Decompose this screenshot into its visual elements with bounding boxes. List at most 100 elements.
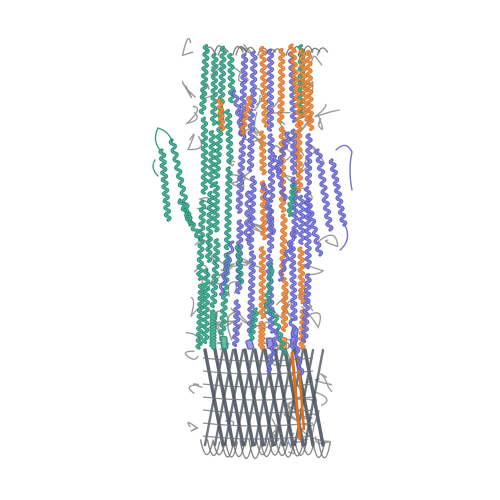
helix xyxy=(158,148,172,222)
beta-strand xyxy=(223,348,245,447)
helix xyxy=(259,45,269,128)
helix-highlight xyxy=(289,319,304,375)
helix-highlight xyxy=(247,251,255,333)
coil xyxy=(188,383,203,394)
helix-highlight xyxy=(289,44,303,126)
helix-highlight xyxy=(226,110,233,164)
helix-highlight xyxy=(214,106,224,178)
coil xyxy=(184,105,199,125)
helix-highlight xyxy=(279,231,294,281)
helix xyxy=(205,190,215,263)
helix xyxy=(200,116,209,195)
coil xyxy=(304,410,320,438)
coil xyxy=(335,144,353,191)
helix xyxy=(248,307,259,341)
helix-highlight xyxy=(178,199,202,241)
helix-highlight xyxy=(279,127,286,212)
coil xyxy=(314,378,333,393)
beta-strand xyxy=(253,348,275,447)
coil xyxy=(317,439,331,459)
helix-highlight xyxy=(276,132,290,173)
helix xyxy=(288,318,305,376)
helix-highlight xyxy=(235,245,243,284)
beta-strand xyxy=(290,351,302,441)
helix-highlight xyxy=(260,47,268,127)
helix-highlight xyxy=(262,184,275,234)
helix xyxy=(286,182,297,218)
helix xyxy=(297,194,306,245)
helix-highlight xyxy=(291,129,297,174)
helix-highlight xyxy=(210,310,216,349)
helix xyxy=(275,131,291,174)
helix-highlight xyxy=(248,109,254,171)
helix xyxy=(219,335,229,350)
beta-strand xyxy=(273,348,295,447)
helix xyxy=(198,44,210,115)
coil xyxy=(199,439,214,456)
helix-highlight xyxy=(290,327,298,349)
beta-strand xyxy=(303,348,325,447)
coil xyxy=(316,47,329,56)
helix xyxy=(264,262,275,315)
helix xyxy=(177,198,203,242)
helix xyxy=(224,108,234,165)
helix-highlight xyxy=(159,149,171,221)
helix-highlight xyxy=(272,311,287,355)
helix xyxy=(277,47,286,124)
helix xyxy=(246,250,257,334)
helix xyxy=(288,43,304,127)
coil xyxy=(319,372,328,384)
helix-highlight xyxy=(232,91,246,140)
coil xyxy=(201,82,222,99)
helix xyxy=(294,121,304,192)
helix-highlight xyxy=(220,241,234,295)
helix xyxy=(209,238,221,309)
helix-highlight xyxy=(217,99,225,130)
coil xyxy=(314,103,340,118)
beta-strand xyxy=(263,348,285,447)
helix-highlight xyxy=(296,123,302,191)
helix-highlight xyxy=(281,278,288,331)
helix-highlight xyxy=(302,274,311,342)
helix xyxy=(260,182,276,235)
helix xyxy=(227,52,236,104)
helix xyxy=(298,48,310,122)
helix-highlight xyxy=(203,269,210,343)
coil xyxy=(310,55,323,66)
coil xyxy=(244,46,256,56)
helix-highlight xyxy=(267,50,273,131)
helix-highlight xyxy=(265,263,274,313)
helix xyxy=(223,166,233,251)
barrel-hoop xyxy=(202,409,314,414)
coil xyxy=(181,37,194,57)
coil xyxy=(339,224,349,251)
helix-highlight xyxy=(210,239,220,307)
helix-highlight xyxy=(249,308,258,340)
helix-highlight xyxy=(260,181,267,240)
helix-highlight xyxy=(298,247,305,303)
helix-highlight xyxy=(244,191,251,241)
coil xyxy=(227,281,238,297)
helix xyxy=(266,328,280,373)
helix-highlight xyxy=(221,336,228,349)
helix xyxy=(217,45,227,106)
helix xyxy=(280,277,289,332)
helix xyxy=(234,244,245,285)
helix xyxy=(259,180,268,241)
helix xyxy=(267,133,276,203)
helix-highlight xyxy=(200,45,209,114)
coil xyxy=(206,439,221,457)
helix-highlight xyxy=(306,199,322,256)
helix-highlight xyxy=(201,117,207,194)
helix xyxy=(246,108,256,173)
helix xyxy=(289,128,298,175)
beta-barrel xyxy=(202,348,325,447)
helix xyxy=(270,310,288,356)
helix xyxy=(232,299,241,347)
helix-highlight xyxy=(299,49,309,121)
coil xyxy=(255,439,270,456)
helix xyxy=(258,130,267,176)
helix-highlight xyxy=(246,340,254,349)
helix-highlight xyxy=(236,141,245,213)
helix-highlight xyxy=(206,192,214,262)
